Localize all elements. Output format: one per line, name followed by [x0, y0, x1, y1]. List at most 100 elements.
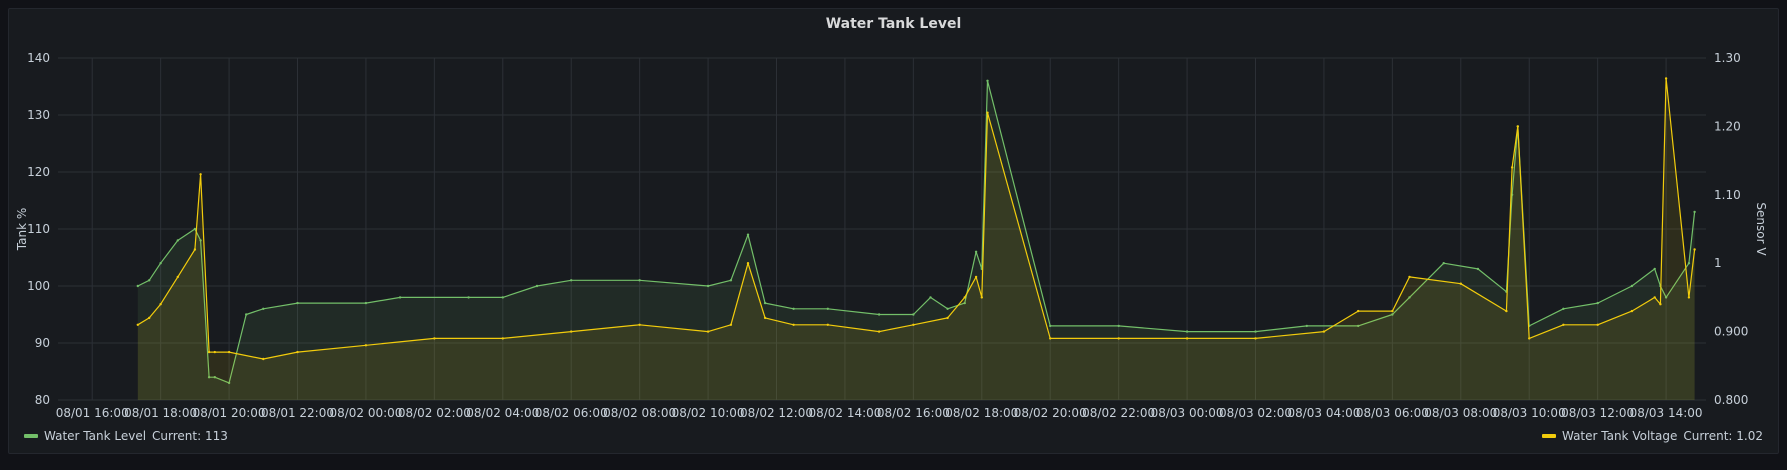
data-point-1 — [912, 323, 915, 326]
data-point-1 — [501, 337, 504, 340]
panel-title: Water Tank Level — [825, 16, 962, 32]
y-tick-right: 1 — [1714, 256, 1722, 270]
y-tick-right: 1.20 — [1714, 119, 1741, 133]
data-point-1 — [1562, 323, 1565, 326]
data-point-0 — [1185, 330, 1189, 333]
data-point-0 — [1357, 324, 1360, 328]
data-point-0 — [296, 301, 299, 305]
data-point-0 — [1408, 296, 1411, 299]
data-point-0 — [136, 284, 139, 288]
x-tick: 08/01 16:00 — [56, 406, 129, 420]
data-point-1 — [207, 350, 211, 354]
data-point-1 — [986, 111, 989, 114]
data-point-0 — [535, 284, 539, 288]
data-point-0 — [1687, 262, 1691, 265]
data-point-1 — [963, 296, 966, 299]
data-point-1 — [1322, 330, 1326, 333]
data-point-0 — [159, 262, 162, 265]
data-point-0 — [986, 79, 989, 83]
data-point-1 — [877, 330, 881, 333]
data-point-0 — [1117, 324, 1120, 328]
series-area-1 — [137, 78, 1695, 400]
x-tick: 08/01 20:00 — [193, 406, 266, 420]
data-point-1 — [792, 323, 795, 326]
data-point-0 — [245, 313, 248, 316]
data-point-1 — [746, 262, 750, 265]
x-tick: 08/02 22:00 — [1082, 406, 1155, 420]
data-point-1 — [213, 350, 216, 354]
data-point-1 — [570, 330, 573, 333]
data-point-0 — [199, 239, 202, 242]
data-point-1 — [1653, 296, 1656, 299]
data-point-0 — [729, 279, 733, 282]
data-point-0 — [467, 296, 470, 299]
data-point-1 — [296, 350, 299, 354]
data-point-1 — [1185, 337, 1189, 340]
data-point-0 — [1653, 267, 1656, 271]
data-point-0 — [1049, 324, 1052, 328]
data-point-1 — [1693, 248, 1696, 251]
data-point-1 — [1510, 166, 1514, 169]
data-point-1 — [1505, 309, 1508, 313]
x-tick: 08/03 04:00 — [1287, 406, 1360, 420]
x-tick: 08/01 22:00 — [261, 406, 334, 420]
y-tick-left: 80 — [35, 393, 50, 407]
data-point-1 — [974, 275, 978, 279]
data-point-1 — [946, 316, 949, 320]
series-line-1 — [137, 77, 1696, 360]
x-tick: 08/03 02:00 — [1219, 406, 1292, 420]
y-tick-left: 90 — [35, 336, 50, 350]
data-point-0 — [193, 227, 197, 231]
data-point-1 — [1516, 125, 1520, 128]
legend-label-level: Water Tank Level — [44, 429, 147, 443]
data-point-0 — [570, 279, 573, 282]
data-point-0 — [1254, 330, 1257, 333]
data-point-1 — [433, 337, 436, 340]
data-point-1 — [1630, 309, 1634, 313]
x-tick: 08/01 18:00 — [124, 406, 197, 420]
data-point-1 — [706, 330, 710, 333]
x-tick: 08/03 06:00 — [1356, 406, 1429, 420]
data-point-1 — [176, 275, 179, 279]
data-point-1 — [1357, 309, 1360, 313]
data-point-1 — [1664, 77, 1668, 80]
chart-panel: Water Tank Level — [8, 8, 1779, 454]
data-point-1 — [1596, 323, 1599, 326]
data-point-0 — [974, 250, 978, 253]
data-point-0 — [877, 313, 881, 316]
data-point-0 — [176, 239, 179, 242]
data-point-1 — [1687, 296, 1691, 299]
data-point-0 — [912, 313, 915, 316]
data-point-1 — [136, 323, 139, 326]
data-point-1 — [1117, 337, 1120, 340]
y-tick-left: 130 — [27, 108, 50, 122]
y-tick-left: 120 — [27, 165, 50, 179]
data-point-1 — [763, 316, 767, 320]
data-point-0 — [963, 301, 966, 305]
data-point-0 — [706, 284, 710, 288]
y-tick-right: 1.30 — [1714, 51, 1741, 65]
data-point-0 — [364, 301, 368, 305]
data-point-0 — [1664, 296, 1668, 299]
legend-item-voltage[interactable]: Water Tank Voltage Current: 1.02 — [1541, 429, 1763, 443]
data-point-0 — [1562, 307, 1565, 310]
data-point-0 — [746, 233, 750, 236]
y-tick-right: 0.900 — [1714, 325, 1748, 339]
data-point-1 — [1408, 275, 1411, 279]
x-tick: 08/03 00:00 — [1151, 406, 1224, 420]
data-point-0 — [638, 279, 641, 282]
data-point-1 — [1459, 282, 1463, 285]
legend-item-level[interactable]: Water Tank Level Current: 113 — [24, 429, 228, 443]
data-point-1 — [638, 323, 641, 326]
x-tick: 08/03 14:00 — [1630, 406, 1703, 420]
x-tick: 08/02 06:00 — [535, 406, 608, 420]
data-point-0 — [148, 279, 151, 282]
legend-current-voltage: Current: 1.02 — [1683, 429, 1763, 443]
x-tick: 08/03 12:00 — [1561, 406, 1634, 420]
data-point-1 — [1528, 337, 1531, 340]
legend-swatch-level — [24, 434, 38, 438]
data-point-0 — [792, 307, 795, 310]
data-point-1 — [262, 357, 265, 361]
y-axis-label-right: Sensor V — [1754, 202, 1768, 256]
